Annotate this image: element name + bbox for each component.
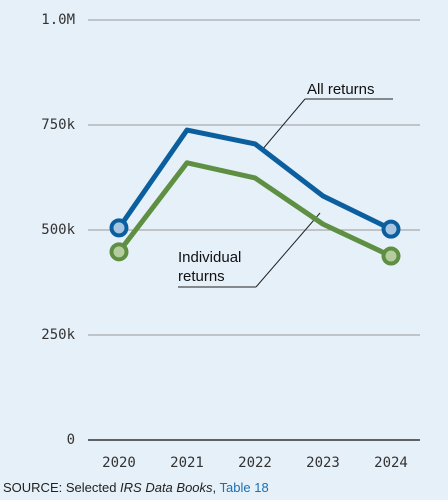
series-label: Individual returns — [178, 249, 241, 285]
annotation-leader — [255, 212, 321, 288]
x-tick-label: 2021 — [170, 455, 204, 471]
end-marker — [381, 246, 401, 266]
annotation-leader — [261, 98, 306, 151]
end-marker — [109, 218, 129, 238]
source: SOURCE: Selected IRS Data Books, Table 1… — [3, 480, 269, 495]
y-tick-label: 1.0M — [41, 12, 75, 28]
source-link[interactable]: Table 18 — [220, 480, 269, 495]
source-italic: IRS Data Books — [120, 480, 213, 495]
series-label: All returns — [307, 81, 375, 98]
y-tick-label: 500k — [41, 222, 75, 238]
x-tick-label: 2024 — [374, 455, 408, 471]
x-tick-label: 2023 — [306, 455, 340, 471]
series-label-line: Individual — [178, 249, 241, 266]
y-tick-label: 250k — [41, 327, 75, 343]
x-tick-label: 2022 — [238, 455, 272, 471]
series-label-line: returns — [178, 268, 225, 285]
end-marker — [109, 242, 129, 262]
series-line — [117, 160, 393, 259]
end-marker — [381, 219, 401, 239]
y-tick-label: 0 — [67, 432, 75, 448]
source-separator: , — [213, 480, 220, 495]
source-prefix: SOURCE: Selected — [3, 480, 120, 495]
y-tick-label: 750k — [41, 117, 75, 133]
x-tick-label: 2020 — [102, 455, 136, 471]
series-line — [116, 127, 393, 232]
